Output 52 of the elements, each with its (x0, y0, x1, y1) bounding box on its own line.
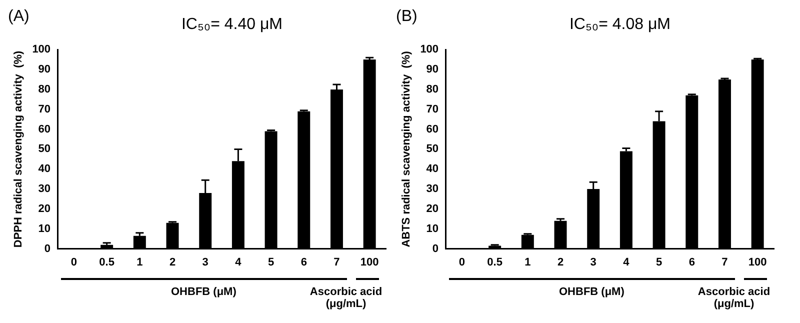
y-tick-label: 80 (38, 83, 51, 96)
x-tick-label: 1 (524, 256, 531, 268)
text: (B) (396, 8, 418, 26)
y-tick-label: 70 (38, 103, 51, 116)
y-tick-label: 90 (426, 64, 439, 76)
y-tick-label: 40 (38, 163, 51, 176)
text: OHBFB (μM) (559, 286, 624, 298)
y-tick-label: 20 (426, 202, 439, 215)
chart-title: IC₅₀= 4.40 μM (180, 16, 284, 34)
x-tick-label: 2 (557, 256, 564, 268)
x-tick-label: 6 (300, 256, 307, 268)
y-tick-label: 0 (44, 242, 51, 255)
x-tick-label: 4 (623, 256, 630, 268)
x-tick-label: 7 (722, 256, 728, 268)
y-tick-label: 10 (426, 222, 439, 235)
y-tick-label: 30 (38, 183, 51, 196)
x-tick-label: 2 (169, 256, 176, 268)
x-tick-label: 6 (688, 256, 695, 268)
text: Ascorbic acid (μg/mL) (696, 286, 772, 310)
text: OHBFB (μM) (171, 286, 236, 298)
x-tick-label: 7 (334, 256, 340, 268)
x-tick-label: 100 (748, 256, 767, 268)
y-axis-title: ABTS radical scavenging activity (%) (400, 50, 413, 248)
y-tick-label: 20 (38, 202, 51, 215)
y-axis-title: DPPH radical scavenging activity (%) (12, 50, 25, 248)
chart-title: IC₅₀= 4.08 μM (568, 16, 672, 34)
text: Ascorbic acid (μg/mL) (308, 286, 384, 310)
x-tick-label: 0.5 (99, 256, 114, 268)
x-tick-label: 0.5 (487, 256, 502, 268)
y-tick-label: 100 (420, 44, 439, 56)
x-tick-label: 3 (590, 256, 596, 268)
y-tick-label: 0 (432, 242, 439, 255)
y-tick-label: 50 (426, 143, 439, 156)
x-tick-label: 5 (268, 256, 274, 268)
text: (A) (8, 8, 30, 26)
y-tick-label: 70 (426, 103, 439, 116)
y-tick-label: 60 (38, 123, 51, 136)
x-tick-label: 0 (70, 256, 78, 268)
y-tick-label: 60 (426, 123, 439, 136)
y-tick-label: 90 (38, 64, 51, 76)
x-tick-label: 4 (235, 256, 242, 268)
y-tick-label: 100 (32, 44, 51, 56)
y-tick-label: 30 (426, 183, 439, 196)
x-tick-label: 3 (202, 256, 208, 268)
x-tick-label: 100 (360, 256, 379, 268)
x-tick-label: 5 (656, 256, 662, 268)
y-tick-label: 50 (38, 143, 51, 156)
x-tick-label: 0 (458, 256, 466, 268)
x-tick-label: 1 (136, 256, 143, 268)
y-tick-label: 80 (426, 83, 439, 96)
y-tick-label: 10 (38, 222, 51, 235)
y-tick-label: 40 (426, 163, 439, 176)
